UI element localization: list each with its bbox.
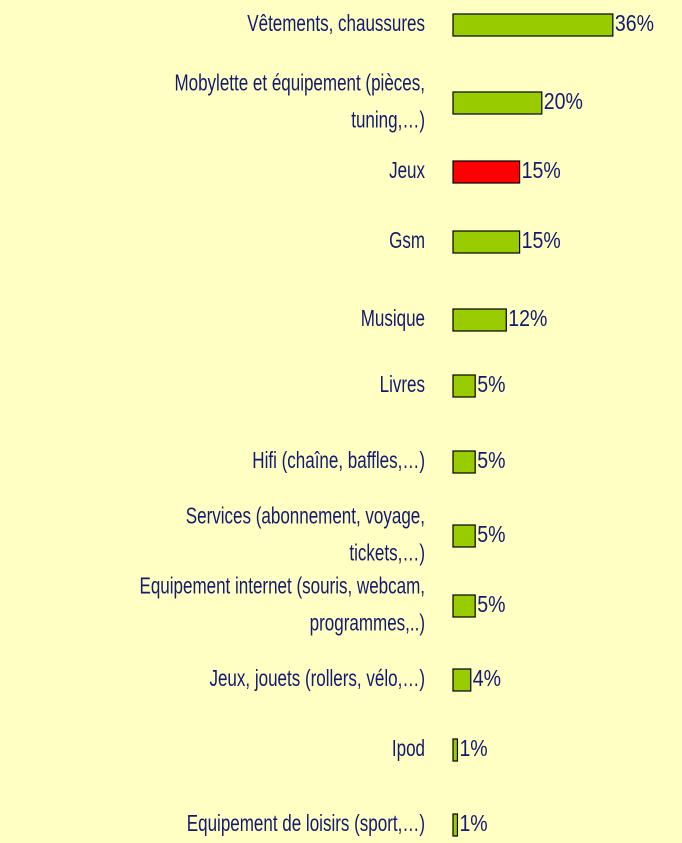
value-label: 12%	[508, 306, 547, 332]
category-label: Jeux, jouets (rollers, vélo,…)	[209, 667, 425, 692]
bar	[452, 230, 521, 254]
bar	[452, 813, 459, 837]
bar	[452, 668, 472, 692]
bar	[452, 374, 476, 398]
category-label: Ipod	[392, 737, 425, 762]
value-label: 15%	[522, 228, 561, 254]
category-label: Services (abonnement, voyage,	[186, 504, 425, 529]
category-label: Musique	[361, 307, 425, 332]
value-label: 15%	[522, 158, 561, 184]
value-label: 5%	[477, 522, 505, 548]
bar	[452, 160, 521, 184]
bar	[452, 738, 459, 762]
category-label: Hifi (chaîne, baffles,…)	[252, 449, 425, 474]
category-label: programmes,..)	[310, 611, 425, 636]
category-label: tickets,…)	[349, 541, 425, 566]
category-label: Gsm	[389, 229, 425, 254]
value-label: 5%	[477, 372, 505, 398]
value-label: 20%	[544, 89, 583, 115]
bar	[452, 450, 476, 474]
value-label: 5%	[477, 448, 505, 474]
category-label: Equipement internet (souris, webcam,	[139, 574, 425, 599]
value-label: 36%	[615, 11, 654, 37]
value-label: 1%	[459, 811, 487, 837]
bar	[452, 13, 614, 37]
category-label: Jeux	[389, 159, 425, 184]
category-label: Vêtements, chaussures	[247, 12, 425, 37]
bar	[452, 524, 476, 548]
bar	[452, 91, 543, 115]
bar	[452, 308, 507, 332]
category-label: Mobylette et équipement (pièces,	[174, 71, 425, 96]
value-label: 5%	[477, 592, 505, 618]
value-label: 4%	[473, 666, 501, 692]
value-label: 1%	[459, 736, 487, 762]
bar	[452, 594, 476, 618]
category-label: tuning,…)	[351, 108, 425, 133]
category-label: Equipement de loisirs (sport,…)	[187, 812, 425, 837]
category-label: Livres	[380, 373, 425, 398]
